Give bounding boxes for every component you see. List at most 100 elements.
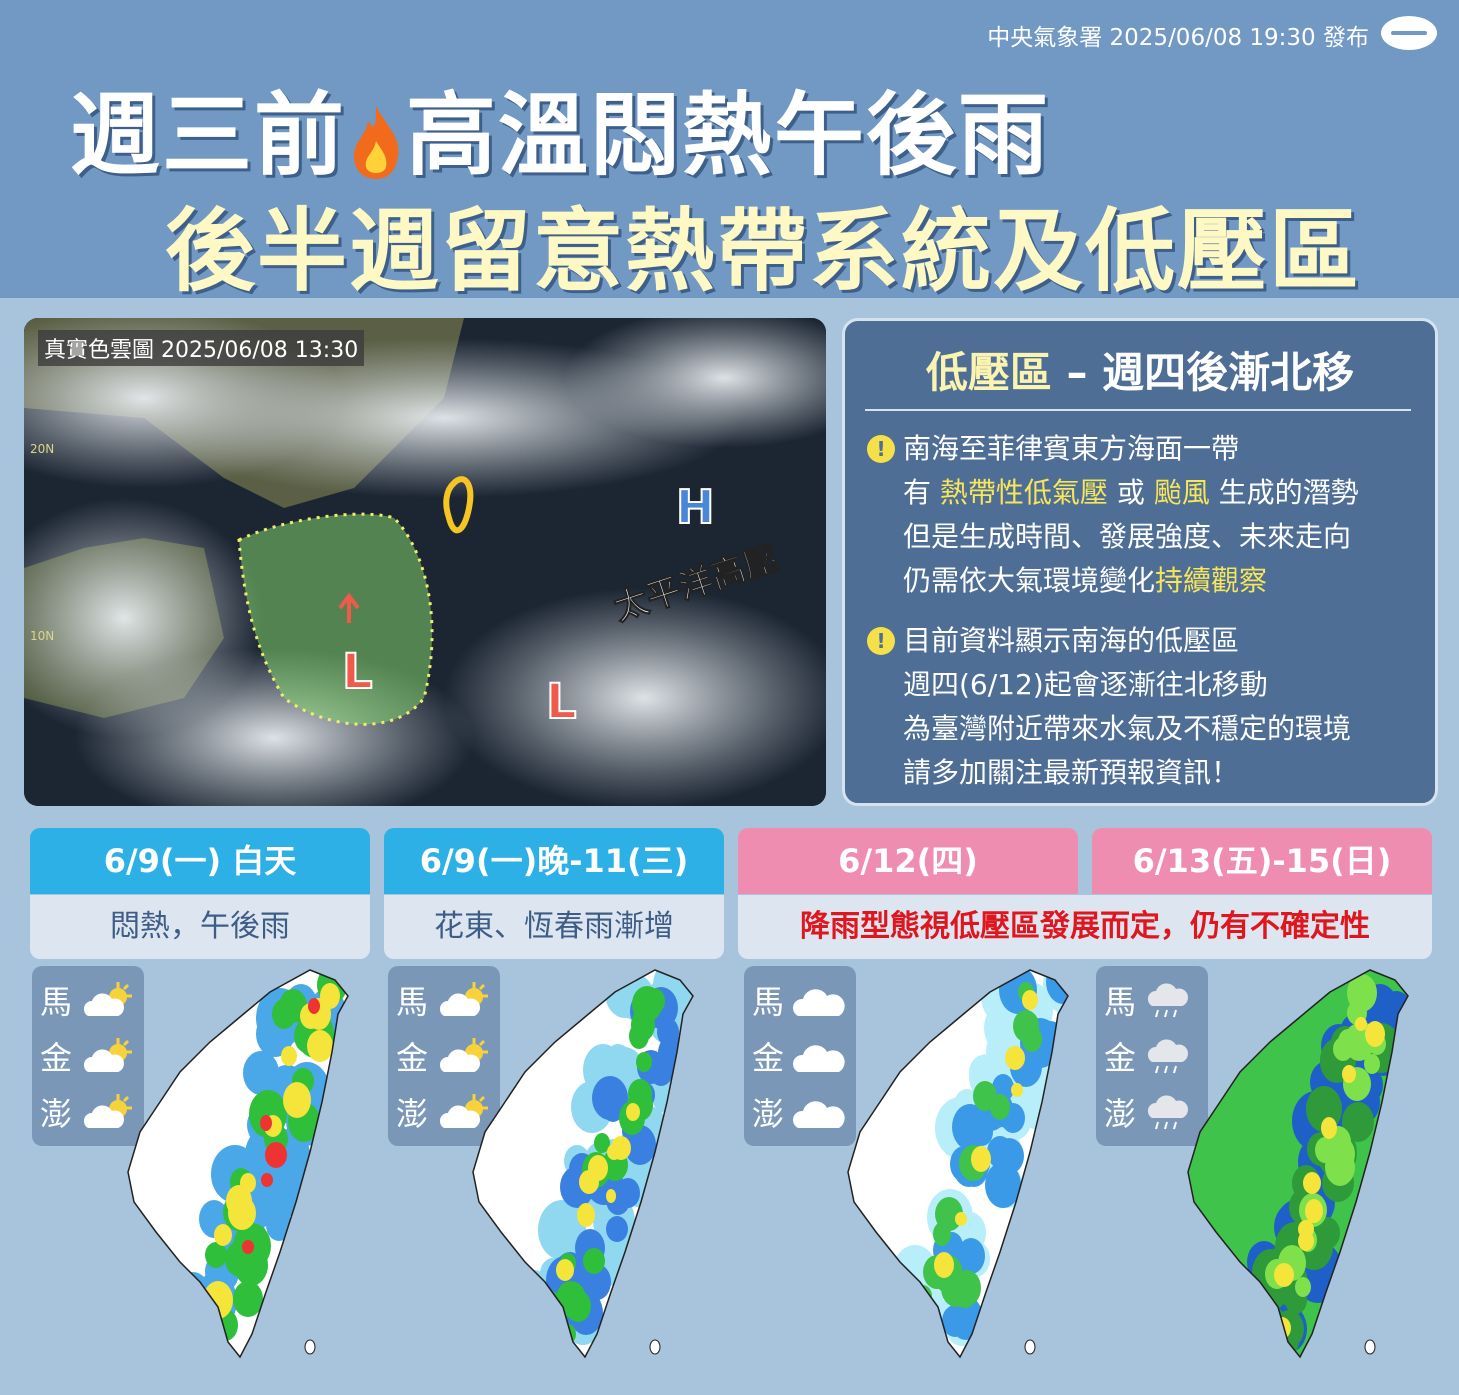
issuer-text: 中央氣象署 2025/06/08 19:30 發布 (987, 25, 1369, 51)
rain-icon (1142, 1036, 1200, 1076)
lat-label: 10N (30, 629, 54, 643)
period-header-4: 6/13(五)-15(日) (1092, 828, 1432, 894)
rainfall-area (904, 1319, 936, 1357)
rainfall-area (984, 1002, 1026, 1054)
satellite-label: 真實色雲圖 2025/06/08 13:30 (38, 330, 365, 366)
island-name: 澎 (1104, 1095, 1137, 1133)
island-name: 馬 (752, 983, 785, 1021)
rainfall-area (308, 998, 320, 1014)
rainfall-area (521, 1310, 553, 1350)
rainfall-area (556, 1259, 574, 1281)
rainfall-area (214, 1224, 232, 1246)
rainfall-area (538, 1200, 586, 1260)
rainfall-area (176, 1272, 210, 1314)
rainfall-area (283, 1082, 311, 1118)
island-row: 金 (1104, 1028, 1200, 1084)
rainfall-area (611, 1136, 631, 1160)
rainfall-area (233, 1281, 263, 1317)
rainfall-area (953, 1270, 981, 1306)
rainfall-area (1298, 1220, 1314, 1238)
period-desc-1: 悶熱，午後雨 (30, 895, 370, 959)
lat-label: 20N (30, 442, 54, 456)
divider (865, 409, 1411, 411)
rainfall-area (893, 1313, 923, 1351)
period-header-2: 6/9(一)晚-11(三) (384, 828, 724, 894)
island-row: 金 (396, 1028, 492, 1084)
rainfall-area (547, 1315, 567, 1339)
rainfall-area (971, 1146, 991, 1172)
taiwan-rainfall-map (465, 962, 705, 1372)
rainfall-area (887, 1298, 931, 1354)
rainfall-area (583, 1248, 605, 1274)
outlying-islands-forecast: 馬金澎 (388, 966, 500, 1146)
rainfall-area (1365, 1021, 1385, 1047)
rainfall-area (320, 983, 340, 1009)
island-row: 馬 (752, 972, 848, 1028)
rainfall-area (1046, 970, 1068, 1004)
rain-icon (1142, 1092, 1200, 1132)
rainfall-area (261, 1173, 273, 1187)
island-row: 馬 (396, 972, 492, 1028)
island-name: 金 (40, 1039, 73, 1077)
rainfall-area (205, 1242, 227, 1268)
rainfall-area (240, 1173, 256, 1193)
island-row: 馬 (1104, 972, 1200, 1028)
rainfall-area (957, 1238, 985, 1274)
rainfall-area (626, 1103, 640, 1121)
rainfall-area (307, 1030, 333, 1062)
rainfall-area (1338, 1029, 1358, 1055)
island-name: 金 (1104, 1039, 1137, 1077)
partly-cloudy-icon (434, 980, 492, 1020)
island-row: 澎 (752, 1084, 848, 1140)
island-name: 澎 (396, 1095, 429, 1133)
rain-icon (1142, 980, 1200, 1020)
rainfall-area (594, 1133, 610, 1153)
island-row: 澎 (40, 1084, 136, 1140)
satellite-map: H 太平洋高壓 L L 20N 10N (24, 318, 826, 806)
island-name: 馬 (396, 983, 429, 1021)
period-header-1: 6/9(一) 白天 (30, 828, 370, 894)
partly-cloudy-icon (78, 980, 136, 1020)
info-panel: 低壓區 – 週四後漸北移 ! 南海至菲律賓東方海面一帶 有 熱帶性低氣壓 或 颱… (842, 318, 1438, 806)
rainfall-area (955, 1212, 967, 1226)
taiwan-rainfall-map (1180, 962, 1420, 1372)
rainfall-area (1011, 1083, 1023, 1097)
rainfall-area (226, 1185, 252, 1217)
taiwan-rainfall-map (840, 962, 1080, 1372)
arrow-up-icon (338, 592, 360, 623)
cloudy-icon (790, 1036, 848, 1076)
rainfall-area (1005, 1046, 1025, 1070)
taiwan-rainfall-map (120, 962, 360, 1372)
island-name: 馬 (40, 983, 73, 1021)
bullet-1: ! 南海至菲律賓東方海面一帶 有 熱帶性低氣壓 或 颱風 生成的潛勢 但是生成時… (867, 427, 1359, 603)
rainfall-area (1303, 1172, 1321, 1194)
rainfall-area (905, 1314, 941, 1357)
rainfall-area (1364, 1054, 1380, 1074)
info-title: 低壓區 – 週四後漸北移 (925, 348, 1355, 397)
island-row: 馬 (40, 972, 136, 1028)
rainfall-area (1256, 1312, 1280, 1342)
header-banner: 中央氣象署 2025/06/08 19:30 發布 週三前 高溫悶熱午後雨 後半週… (0, 0, 1459, 304)
rainfall-area (1325, 1136, 1355, 1172)
partly-cloudy-icon (78, 1092, 136, 1132)
outlying-islands-forecast: 馬金澎 (744, 966, 856, 1146)
partly-cloudy-icon (434, 1036, 492, 1076)
rainfall-area (1321, 1117, 1337, 1139)
island-row: 金 (752, 1028, 848, 1084)
island-name: 金 (752, 1039, 785, 1077)
bullet-2: ! 目前資料顯示南海的低壓區 週四(6/12)起會逐漸往北移動 為臺灣附近帶來水… (867, 619, 1351, 795)
rainfall-area (606, 1216, 628, 1242)
rainfall-area (1295, 1277, 1311, 1297)
period-desc-3: 降雨型態視低壓區發展而定，仍有不確定性 (738, 895, 1432, 959)
rainfall-area (919, 1319, 945, 1351)
rainfall-area (265, 1142, 287, 1168)
partly-cloudy-icon (434, 1092, 492, 1132)
cloudy-icon (790, 980, 848, 1020)
title-line-2: 後半週留意熱帶系統及低壓區 (165, 199, 1361, 304)
rainfall-area (202, 1298, 214, 1314)
rainfall-area (985, 1162, 1021, 1208)
rainfall-area (636, 1052, 652, 1072)
exclamation-icon: ! (867, 435, 895, 463)
rainfall-area (606, 1189, 616, 1203)
outlying-islands-forecast: 馬金澎 (32, 966, 144, 1146)
